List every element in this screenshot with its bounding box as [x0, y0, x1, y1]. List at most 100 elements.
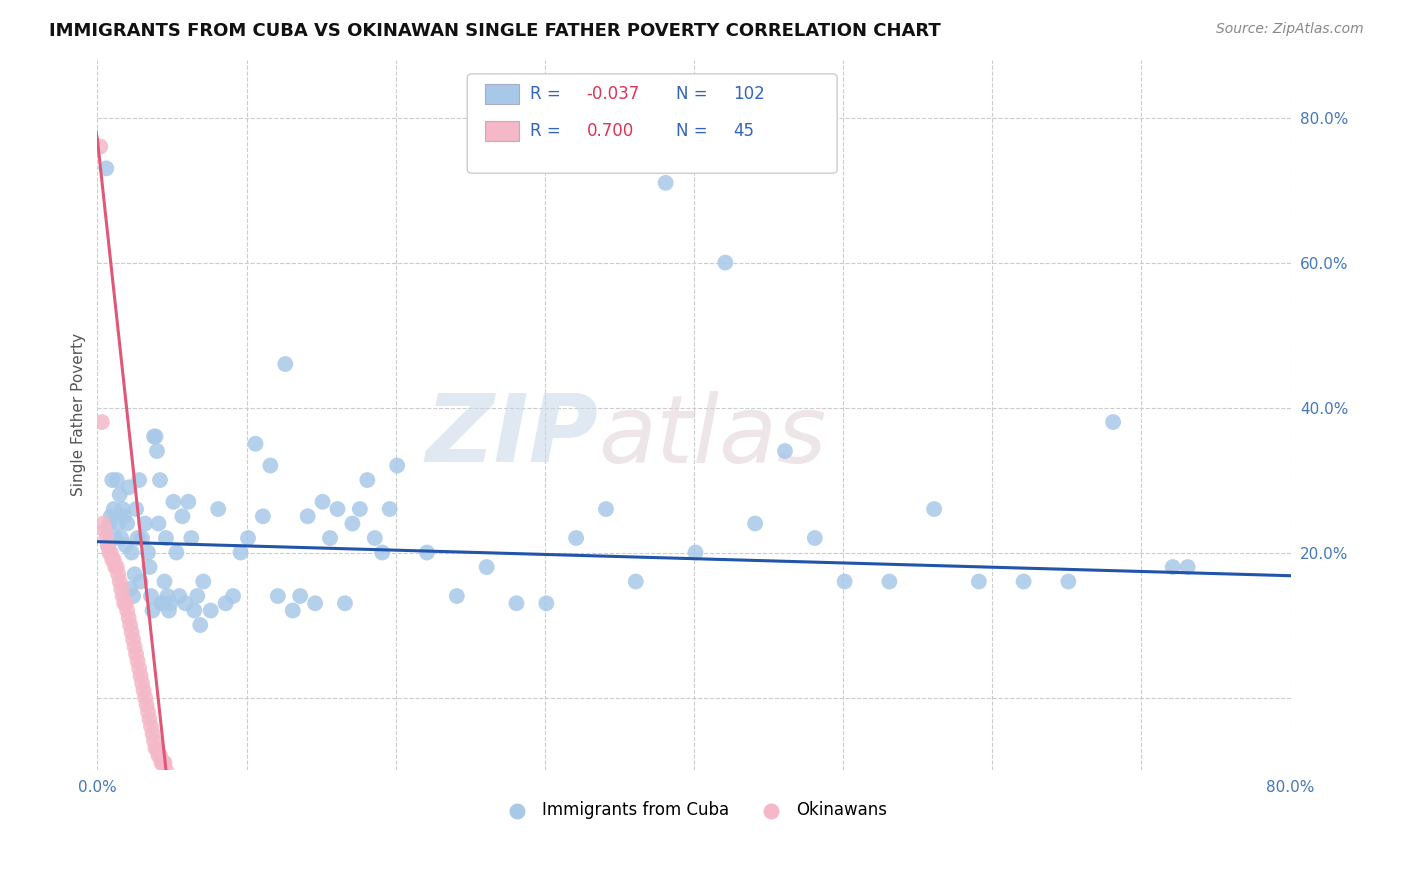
- Point: [281, 603, 304, 617]
- Point: [879, 574, 901, 589]
- Point: [125, 502, 148, 516]
- Point: [148, 748, 170, 763]
- Point: [274, 357, 297, 371]
- Point: [654, 176, 676, 190]
- Text: atlas: atlas: [599, 391, 827, 482]
- Point: [127, 531, 149, 545]
- Text: R =: R =: [530, 122, 561, 140]
- FancyBboxPatch shape: [485, 85, 519, 104]
- Point: [834, 574, 856, 589]
- Point: [141, 727, 163, 741]
- Point: [122, 632, 145, 647]
- Point: [98, 545, 121, 559]
- Point: [134, 516, 156, 531]
- Point: [624, 574, 647, 589]
- Point: [773, 444, 796, 458]
- Point: [91, 516, 114, 531]
- Point: [319, 531, 342, 545]
- Point: [685, 545, 707, 559]
- Point: [111, 502, 134, 516]
- Point: [139, 719, 162, 733]
- Point: [245, 437, 267, 451]
- Point: [98, 516, 121, 531]
- Point: [145, 429, 167, 443]
- Point: [207, 502, 229, 516]
- Point: [104, 531, 127, 545]
- Point: [110, 582, 132, 596]
- Point: [169, 589, 191, 603]
- Point: [152, 756, 174, 770]
- Point: [152, 596, 174, 610]
- Point: [967, 574, 990, 589]
- Point: [112, 596, 135, 610]
- Point: [100, 509, 122, 524]
- Point: [326, 502, 349, 516]
- Point: [115, 603, 138, 617]
- Point: [138, 712, 160, 726]
- Point: [110, 531, 132, 545]
- Point: [385, 458, 408, 473]
- Point: [129, 669, 152, 683]
- Point: [378, 502, 401, 516]
- Point: [356, 473, 378, 487]
- Point: [108, 574, 131, 589]
- Point: [290, 589, 312, 603]
- Point: [162, 495, 184, 509]
- Point: [145, 741, 167, 756]
- Point: [136, 705, 159, 719]
- Point: [129, 574, 152, 589]
- Text: Source: ZipAtlas.com: Source: ZipAtlas.com: [1216, 22, 1364, 37]
- Text: N =: N =: [676, 122, 707, 140]
- Y-axis label: Single Father Poverty: Single Father Poverty: [72, 334, 86, 496]
- Point: [349, 502, 371, 516]
- Point: [153, 574, 176, 589]
- Point: [172, 509, 194, 524]
- Point: [105, 473, 128, 487]
- Point: [135, 698, 157, 712]
- Point: [89, 139, 111, 153]
- Point: [922, 502, 945, 516]
- Point: [744, 516, 766, 531]
- Point: [222, 589, 245, 603]
- Point: [311, 495, 333, 509]
- Point: [159, 596, 181, 610]
- Point: [96, 161, 118, 176]
- Point: [595, 502, 617, 516]
- Point: [134, 690, 156, 705]
- Point: [103, 502, 125, 516]
- Point: [155, 763, 177, 777]
- Point: [200, 603, 222, 617]
- Point: [118, 480, 141, 494]
- Point: [118, 611, 141, 625]
- Point: [108, 487, 131, 501]
- Point: [101, 473, 124, 487]
- Point: [259, 458, 281, 473]
- Point: [165, 545, 187, 559]
- FancyBboxPatch shape: [485, 121, 519, 141]
- Point: [112, 509, 135, 524]
- Point: [236, 531, 259, 545]
- Point: [128, 661, 150, 675]
- Point: [177, 495, 200, 509]
- Point: [1161, 560, 1184, 574]
- Point: [139, 589, 162, 603]
- Text: -0.037: -0.037: [586, 86, 640, 103]
- Point: [120, 582, 142, 596]
- Point: [124, 640, 146, 654]
- Point: [138, 560, 160, 574]
- Point: [97, 538, 120, 552]
- Point: [333, 596, 356, 610]
- Point: [446, 589, 468, 603]
- Point: [143, 734, 166, 748]
- Point: [122, 589, 145, 603]
- Point: [150, 596, 173, 610]
- Point: [90, 415, 112, 429]
- Point: [1012, 574, 1035, 589]
- Point: [475, 560, 498, 574]
- Point: [149, 748, 172, 763]
- Point: [121, 625, 143, 640]
- Point: [136, 545, 159, 559]
- Text: 0.700: 0.700: [586, 122, 634, 140]
- Point: [157, 603, 180, 617]
- Point: [155, 531, 177, 545]
